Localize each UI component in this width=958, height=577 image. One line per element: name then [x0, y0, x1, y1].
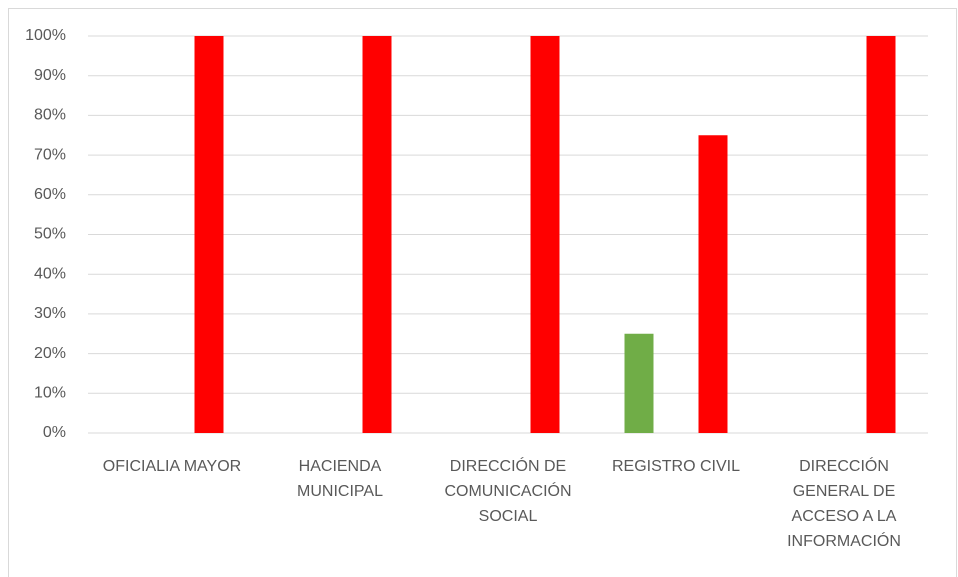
x-tick-label: DIRECCIÓN GENERAL DE ACCESO A LA INFORMA…	[787, 458, 901, 550]
bar	[866, 36, 896, 433]
y-tick-label: 20%	[34, 345, 66, 362]
bar	[362, 36, 392, 433]
chart-border	[8, 8, 957, 577]
y-tick-label: 0%	[43, 424, 66, 441]
bar	[624, 333, 654, 433]
y-tick-label: 10%	[34, 385, 66, 402]
x-tick-label: HACIENDA MUNICIPAL	[297, 458, 383, 500]
x-tick-label: DIRECCIÓN DE COMUNICACIÓN SOCIAL	[444, 458, 572, 525]
bar	[530, 36, 560, 433]
x-tick-label: REGISTRO CIVIL	[611, 458, 741, 475]
bar	[698, 135, 728, 433]
y-tick-label: 60%	[34, 186, 66, 203]
y-tick-label: 80%	[34, 107, 66, 124]
y-tick-label: 30%	[34, 305, 66, 322]
bar	[194, 36, 224, 433]
x-tick-label: OFICIALIA MAYOR	[102, 458, 242, 475]
y-tick-label: 100%	[25, 27, 66, 44]
y-tick-label: 90%	[34, 67, 66, 84]
y-tick-label: 70%	[34, 146, 66, 163]
y-tick-label: 50%	[34, 226, 66, 243]
y-tick-label: 40%	[34, 265, 66, 282]
